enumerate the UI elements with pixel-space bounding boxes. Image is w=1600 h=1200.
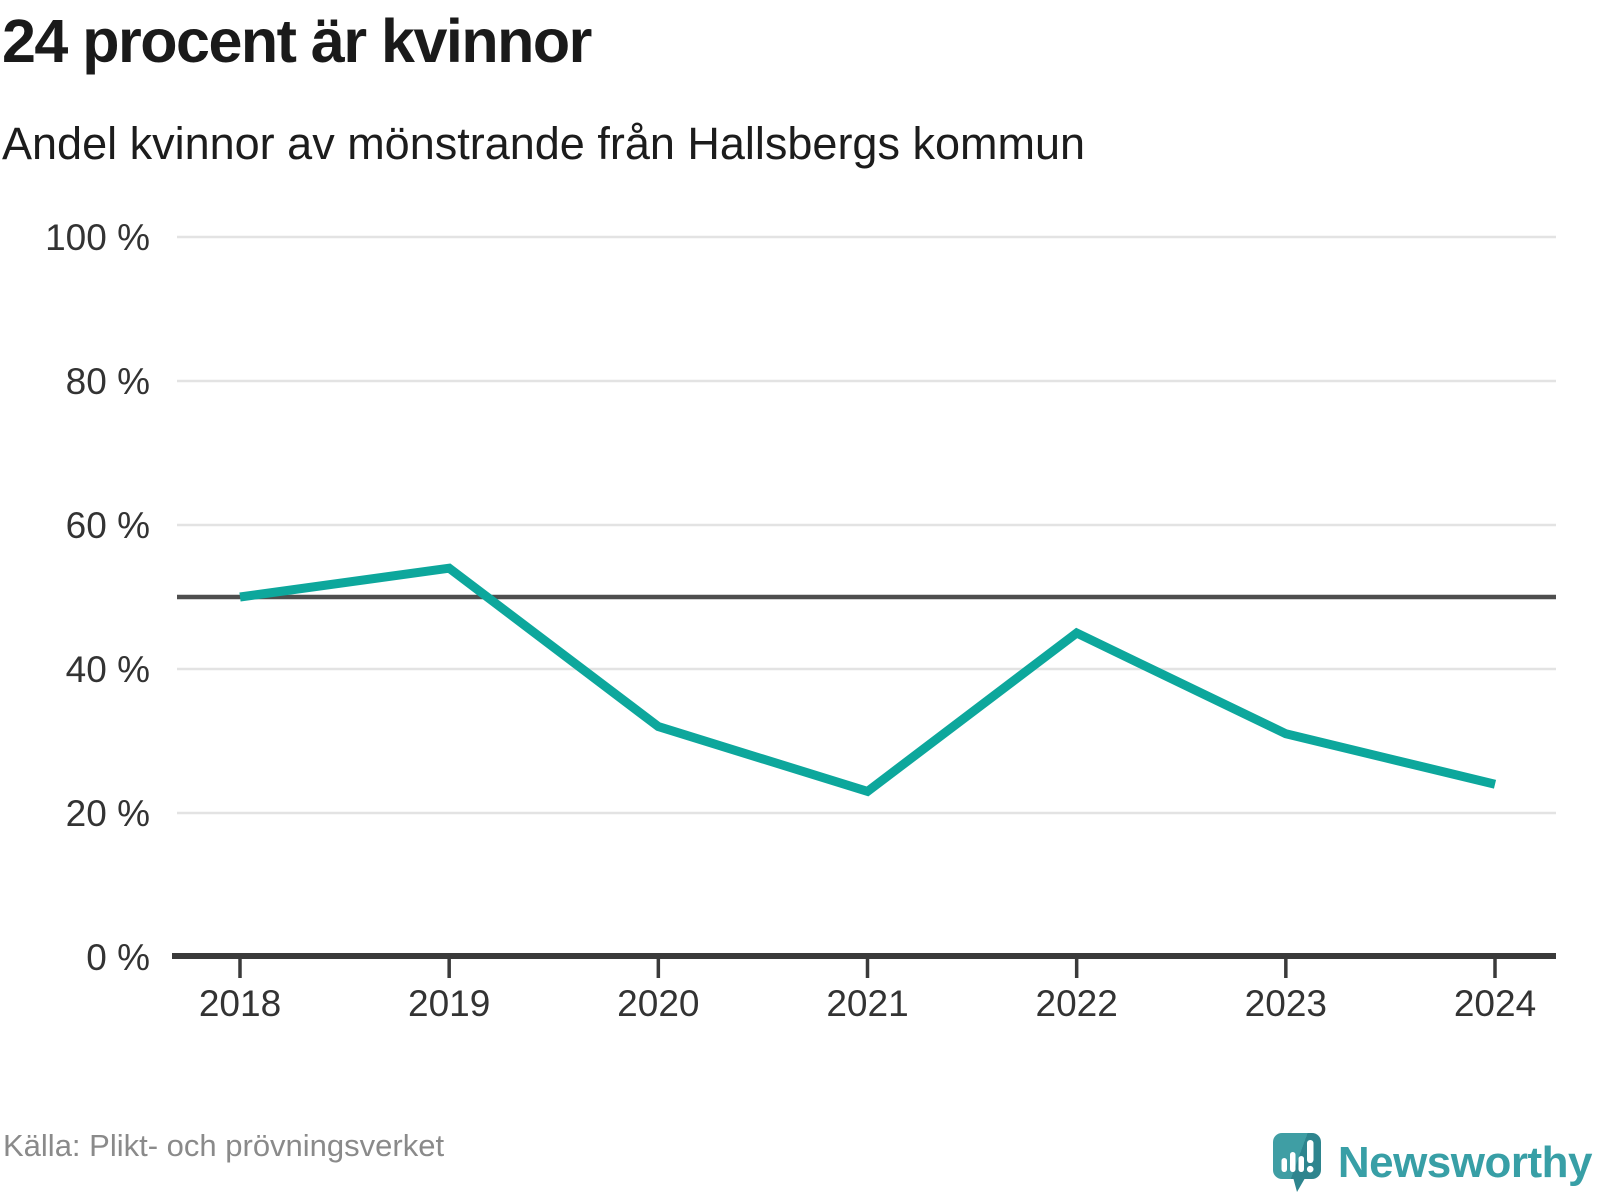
x-axis-label: 2018 [199, 983, 281, 1024]
newsworthy-speech-bubble-bar-chart-icon [1272, 1133, 1321, 1192]
chart-subtitle: Andel kvinnor av mönstrande från Hallsbe… [2, 118, 1086, 169]
x-axis-label: 2020 [617, 983, 699, 1024]
source-note: Källa: Plikt- och prövningsverket [3, 1128, 445, 1163]
x-axis-label: 2021 [826, 983, 908, 1024]
x-axis-label: 2019 [408, 983, 490, 1024]
exclamation-bar [1306, 1140, 1314, 1163]
exclamation-dot [1306, 1165, 1314, 1173]
x-axis-label: 2023 [1245, 983, 1327, 1024]
x-axis-label: 2024 [1454, 983, 1536, 1024]
bar-chart-bar-2 [1289, 1152, 1296, 1172]
chart-title: 24 procent är kvinnor [2, 7, 592, 75]
newsworthy-logo: Newsworthy [1272, 1133, 1593, 1193]
y-axis-label: 40 % [66, 649, 150, 690]
y-axis-label: 20 % [66, 793, 150, 834]
y-axis-label: 100 % [45, 217, 150, 258]
y-axis-label: 80 % [66, 361, 150, 402]
y-axis-label: 60 % [66, 505, 150, 546]
newsworthy-logo-text: Newsworthy [1337, 1138, 1593, 1187]
bar-chart-bar-1 [1281, 1158, 1287, 1172]
speech-bubble-shape [1272, 1133, 1321, 1192]
bar-chart-bar-3 [1298, 1156, 1304, 1172]
x-axis-label: 2022 [1036, 983, 1118, 1024]
data-line [239, 563, 1497, 797]
y-axis-label: 0 % [86, 937, 150, 978]
